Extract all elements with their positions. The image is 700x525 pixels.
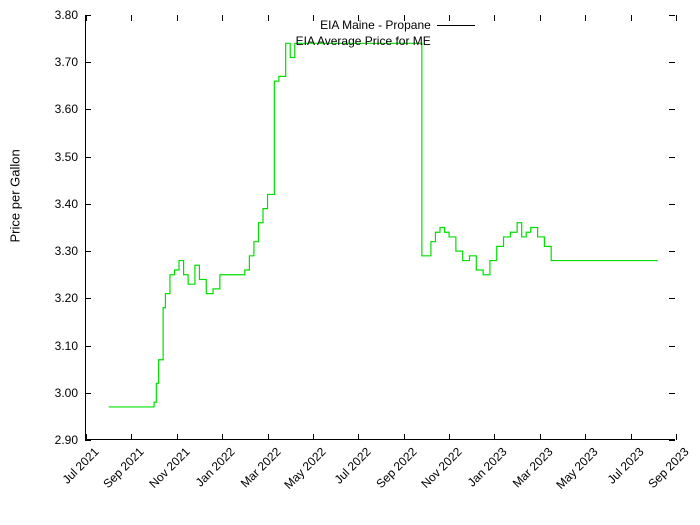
y-tick-label: 3.40	[55, 197, 86, 211]
y-axis-label: Price per Gallon	[8, 212, 23, 242]
x-tick-label: Jul 2023	[599, 439, 647, 487]
legend: EIA Maine - Propane EIA Average Price for…	[215, 17, 475, 49]
x-tick-label: Nov 2022	[413, 439, 465, 491]
x-tick-label: Mar 2023	[504, 439, 555, 490]
legend-swatch	[437, 41, 475, 42]
x-tick-label: Jan 2023	[460, 439, 510, 489]
x-tick-label: Sep 2021	[95, 439, 147, 491]
y-tick-label: 3.30	[55, 244, 86, 258]
x-tick-label: Mar 2022	[232, 439, 283, 490]
x-tick-label: Sep 2023	[640, 439, 692, 491]
plot-area: 2.903.003.103.203.303.403.503.603.703.80…	[85, 15, 675, 440]
y-tick-label: 3.10	[55, 339, 86, 353]
y-tick-label: 3.50	[55, 150, 86, 164]
legend-label: EIA Average Price for ME	[296, 34, 431, 48]
y-tick-label: 3.80	[55, 8, 86, 22]
y-tick-label: 3.70	[55, 55, 86, 69]
series-line	[86, 15, 676, 440]
x-tick-label: Sep 2022	[367, 439, 419, 491]
legend-item: EIA Average Price for ME	[215, 33, 475, 49]
chart-container: 2.903.003.103.203.303.403.503.603.703.80…	[0, 0, 700, 525]
x-tick-label: May 2023	[548, 439, 601, 492]
y-tick-label: 3.60	[55, 102, 86, 116]
x-tick-label: Jul 2022	[326, 439, 374, 487]
x-tick-label: Jan 2022	[187, 439, 237, 489]
legend-item: EIA Maine - Propane	[215, 17, 475, 33]
x-tick-label: May 2022	[276, 439, 329, 492]
legend-label: EIA Maine - Propane	[320, 18, 431, 32]
y-tick-label: 3.20	[55, 291, 86, 305]
legend-swatch	[437, 25, 475, 26]
x-tick-label: Nov 2021	[140, 439, 192, 491]
y-tick-label: 3.00	[55, 386, 86, 400]
